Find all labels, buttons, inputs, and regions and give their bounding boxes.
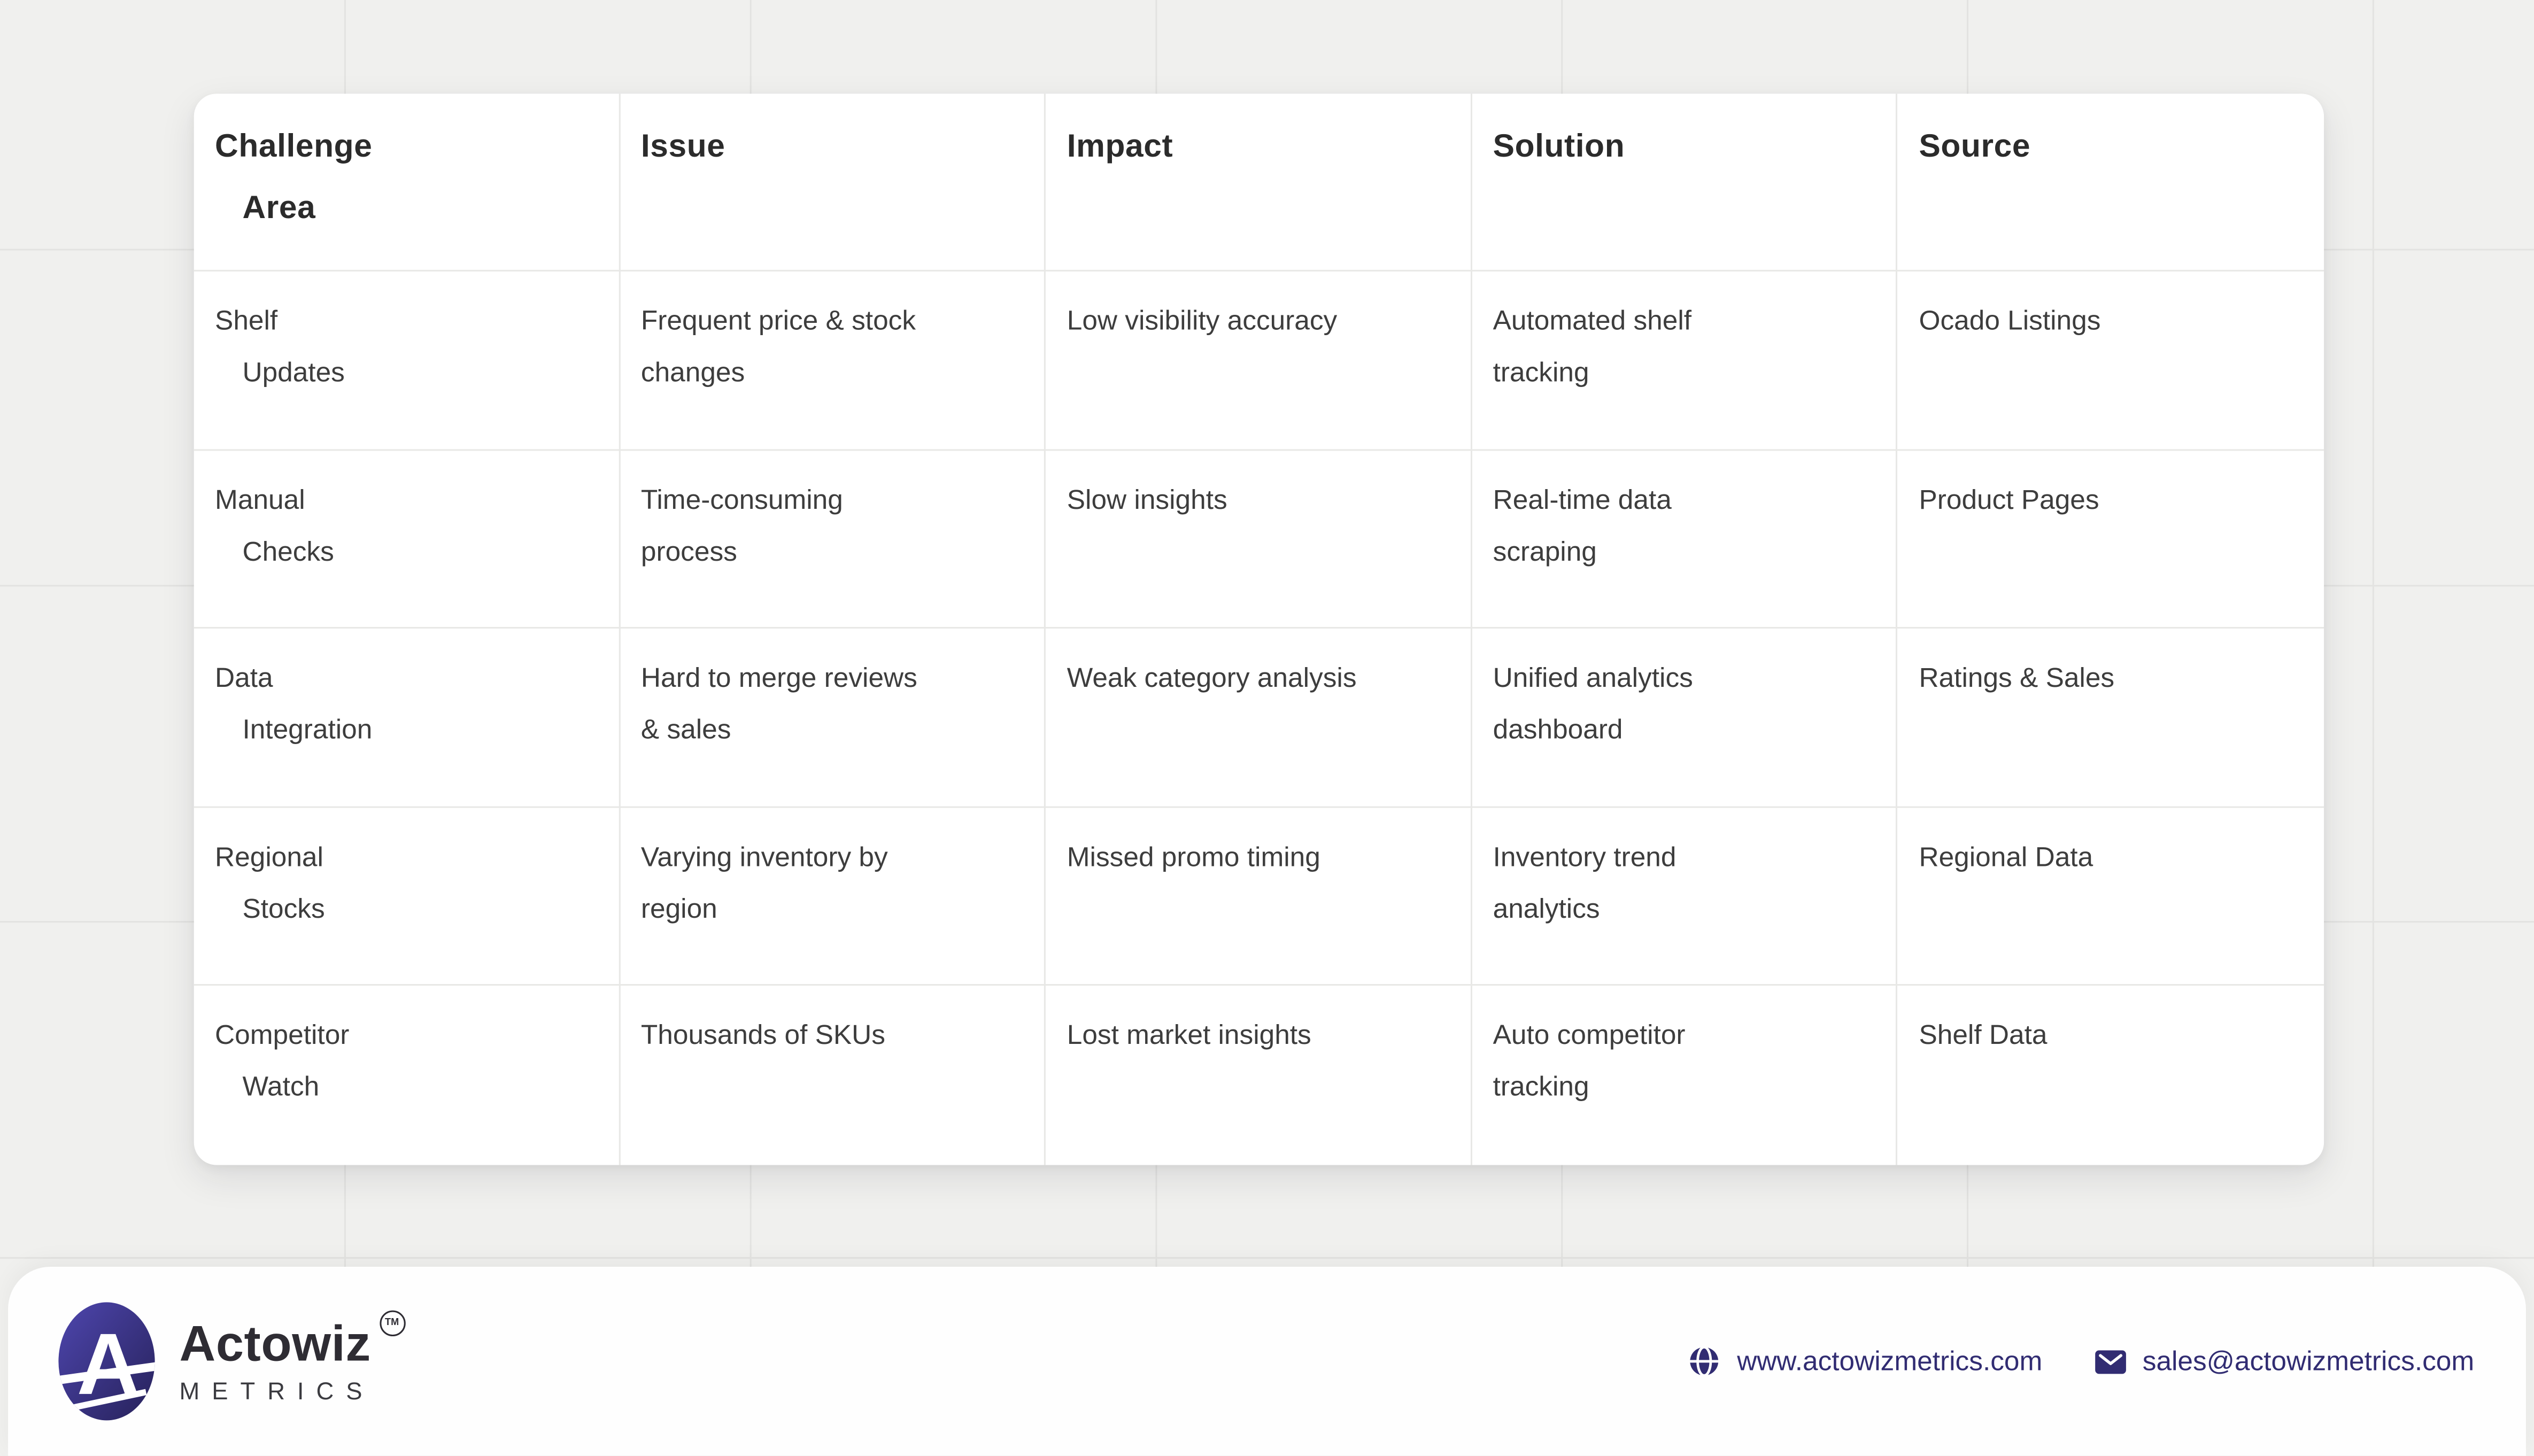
header-text: Area: [242, 190, 316, 227]
cell-r4-challenge: Regional Stocks: [194, 807, 620, 987]
brand-wordmark: Actowiz TM METRICS: [179, 1310, 405, 1406]
cell-text: changes: [640, 357, 745, 388]
header-text: Issue: [640, 129, 725, 165]
cell-text: Missed promo timing: [1067, 841, 1320, 872]
cell-r2-impact: Slow insights: [1046, 450, 1472, 629]
header-text: Impact: [1067, 129, 1173, 165]
cell-text: Shelf: [215, 305, 278, 336]
cell-text: Slow insights: [1067, 484, 1227, 515]
cell-text: Integration: [242, 714, 373, 746]
cell-text: Frequent price & stock: [640, 305, 916, 336]
cell-r5-solution: Auto competitor tracking: [1472, 986, 1898, 1165]
cell-text: scraping: [1493, 536, 1597, 567]
cell-text: Shelf Data: [1919, 1020, 2048, 1051]
cell-text: Regional Data: [1919, 841, 2093, 872]
cell-text: Regional: [215, 841, 323, 872]
cell-text: & sales: [640, 714, 731, 746]
cell-text: Low visibility accuracy: [1067, 305, 1338, 336]
header-source: Source: [1898, 94, 2324, 272]
cell-r5-impact: Lost market insights: [1046, 986, 1472, 1165]
cell-r2-issue: Time-consuming process: [620, 450, 1046, 629]
cell-text: Stocks: [242, 893, 325, 924]
cell-r3-impact: Weak category analysis: [1046, 629, 1472, 808]
cell-text: Automated shelf: [1493, 305, 1692, 336]
header-impact: Impact: [1046, 94, 1472, 272]
cell-text: Varying inventory by: [640, 841, 888, 872]
cell-text: Auto competitor: [1493, 1020, 1686, 1051]
cell-text: tracking: [1493, 357, 1589, 388]
cell-text: Updates: [242, 357, 345, 388]
email-text: sales@actowizmetrics.com: [2142, 1345, 2475, 1376]
cell-r3-challenge: Data Integration: [194, 629, 620, 808]
cell-r3-solution: Unified analytics dashboard: [1472, 629, 1898, 808]
cell-text: Checks: [242, 536, 334, 567]
cell-text: Ratings & Sales: [1919, 662, 2115, 694]
cell-r5-source: Shelf Data: [1898, 986, 2324, 1165]
cell-r1-impact: Low visibility accuracy: [1046, 271, 1472, 451]
cell-text: process: [640, 536, 737, 567]
header-solution: Solution: [1472, 94, 1898, 272]
cell-text: Hard to merge reviews: [640, 662, 917, 694]
cell-text: Competitor: [215, 1020, 350, 1051]
cell-text: Weak category analysis: [1067, 662, 1357, 694]
cell-r3-issue: Hard to merge reviews & sales: [620, 629, 1046, 808]
brand-logo: A Actowiz TM METRICS: [57, 1301, 405, 1422]
challenges-table: Challenge Area Issue Impact Solution Sou…: [194, 94, 2324, 1165]
cell-text: Manual: [215, 484, 305, 515]
globe-icon: [1688, 1346, 1720, 1377]
cell-r2-solution: Real-time data scraping: [1472, 450, 1898, 629]
cell-r4-solution: Inventory trend analytics: [1472, 807, 1898, 987]
header-challenge-area: Challenge Area: [194, 94, 620, 272]
website-text: www.actowizmetrics.com: [1737, 1345, 2043, 1376]
cell-r4-source: Regional Data: [1898, 808, 2324, 987]
website-link[interactable]: www.actowizmetrics.com: [1687, 1344, 2042, 1378]
brand-subtitle: METRICS: [179, 1377, 375, 1405]
cell-text: Thousands of SKUs: [640, 1020, 885, 1051]
cell-text: tracking: [1493, 1072, 1589, 1103]
cell-text: Inventory trend: [1493, 841, 1677, 872]
mail-icon: [2095, 1349, 2126, 1373]
footer-links: www.actowizmetrics.com sales@actowizmetr…: [1687, 1344, 2474, 1378]
cell-text: Product Pages: [1919, 484, 2099, 515]
cell-text: dashboard: [1493, 714, 1623, 746]
cell-text: analytics: [1493, 893, 1600, 924]
cell-text: Watch: [242, 1072, 320, 1103]
cell-r5-challenge: Competitor Watch: [194, 986, 620, 1165]
header-text: Source: [1919, 129, 2031, 165]
cell-r1-issue: Frequent price & stock changes: [620, 271, 1046, 451]
cell-text: Unified analytics: [1493, 662, 1693, 694]
header-issue: Issue: [620, 94, 1046, 272]
cell-text: Real-time data: [1493, 484, 1672, 515]
footer-bar: A Actowiz TM METRICS: [8, 1267, 2526, 1456]
cell-r4-issue: Varying inventory by region: [620, 807, 1046, 987]
cell-text: region: [640, 893, 717, 924]
cell-text: Data: [215, 662, 273, 694]
brand-name: Actowiz: [179, 1314, 371, 1372]
actowiz-a-icon: A: [58, 1302, 155, 1421]
cell-r3-source: Ratings & Sales: [1898, 629, 2324, 808]
cell-r2-source: Product Pages: [1898, 450, 2324, 629]
trademark-icon: TM: [378, 1310, 405, 1336]
cell-text: Ocado Listings: [1919, 305, 2101, 336]
cell-r2-challenge: Manual Checks: [194, 450, 620, 629]
header-text: Solution: [1493, 129, 1625, 165]
cell-r1-source: Ocado Listings: [1898, 272, 2324, 451]
cell-r1-challenge: Shelf Updates: [194, 271, 620, 451]
cell-r5-issue: Thousands of SKUs: [620, 986, 1046, 1165]
header-text: Challenge: [215, 129, 373, 165]
cell-r1-solution: Automated shelf tracking: [1472, 271, 1898, 451]
email-link[interactable]: sales@actowizmetrics.com: [2094, 1345, 2474, 1377]
cell-text: Time-consuming: [640, 484, 843, 515]
cell-text: Lost market insights: [1067, 1020, 1311, 1051]
cell-r4-impact: Missed promo timing: [1046, 807, 1472, 987]
